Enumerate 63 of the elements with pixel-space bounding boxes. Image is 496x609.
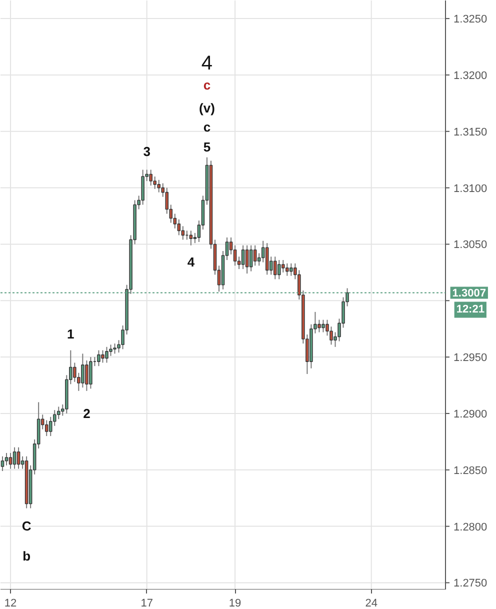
- candlestick: [113, 343, 116, 354]
- y-tick-label: 1.2800: [454, 521, 488, 534]
- annotation: c: [203, 119, 211, 134]
- candlestick: [12, 446, 16, 470]
- candlestick: [4, 452, 8, 466]
- y-tick-label: 1.2950: [454, 352, 488, 364]
- candlestick: [81, 353, 84, 388]
- candlestick: [241, 244, 245, 270]
- annotation: 5: [203, 139, 211, 154]
- y-tick-label: 1.3200: [454, 70, 488, 82]
- candlestick: [286, 262, 289, 276]
- candlestick: [330, 326, 333, 346]
- candlestick: [273, 256, 277, 280]
- candlestick: [105, 346, 108, 364]
- text: 12:21: [456, 304, 484, 316]
- annotation: 4: [201, 52, 213, 74]
- candlestick: [249, 244, 253, 272]
- annotation: C: [22, 518, 32, 534]
- y-tick-label: 1.3150: [454, 126, 488, 138]
- candlestick: [44, 420, 48, 437]
- candlestick: [0, 456, 4, 472]
- annotation: b: [22, 548, 31, 564]
- candlestick: [189, 230, 193, 246]
- annotation: 2: [83, 406, 90, 421]
- candlestick: [181, 226, 185, 240]
- candlestick: [85, 360, 88, 392]
- candlestick: [245, 244, 249, 274]
- x-tick-label: 19: [228, 598, 242, 609]
- candlestick: [56, 406, 60, 420]
- candlestick: [165, 187, 169, 214]
- candlestick: [177, 218, 181, 236]
- candlestick: [277, 260, 281, 280]
- annotation: 3: [143, 144, 150, 159]
- y-tick-label: 1.2850: [454, 464, 488, 477]
- annotation: 4: [187, 254, 196, 270]
- candlestick: [253, 244, 257, 266]
- ref-line-label: 1.3007: [452, 288, 486, 300]
- candlestick: [322, 319, 325, 333]
- x-tick-label: 12: [4, 598, 17, 609]
- candlestick: [16, 446, 20, 470]
- candlestick: [265, 242, 269, 276]
- y-tick-label: 1.3250: [454, 14, 488, 26]
- candlestick: [8, 452, 12, 470]
- candlestick: [149, 169, 152, 186]
- y-tick-label: 1.2900: [454, 408, 488, 420]
- y-tick-label: 1.3100: [454, 182, 488, 195]
- annotation: (v): [199, 100, 215, 116]
- y-tick-label: 1.2750: [454, 578, 488, 590]
- candlestick: [101, 350, 104, 364]
- candlestick: [233, 244, 237, 266]
- x-tick-label: 24: [365, 598, 378, 609]
- annotation: 1: [67, 326, 74, 342]
- candlestick: [157, 179, 160, 193]
- candlestick: [97, 350, 100, 367]
- candlestick: [281, 260, 285, 273]
- candlestick: [318, 319, 321, 333]
- candlestick: [89, 356, 92, 390]
- candlestick: [290, 262, 293, 276]
- annotation: c: [203, 77, 211, 92]
- x-tick-label: 17: [140, 598, 153, 609]
- candlestick: [141, 169, 144, 206]
- candlestick: [109, 344, 112, 356]
- y-tick-label: 1.3050: [454, 239, 488, 252]
